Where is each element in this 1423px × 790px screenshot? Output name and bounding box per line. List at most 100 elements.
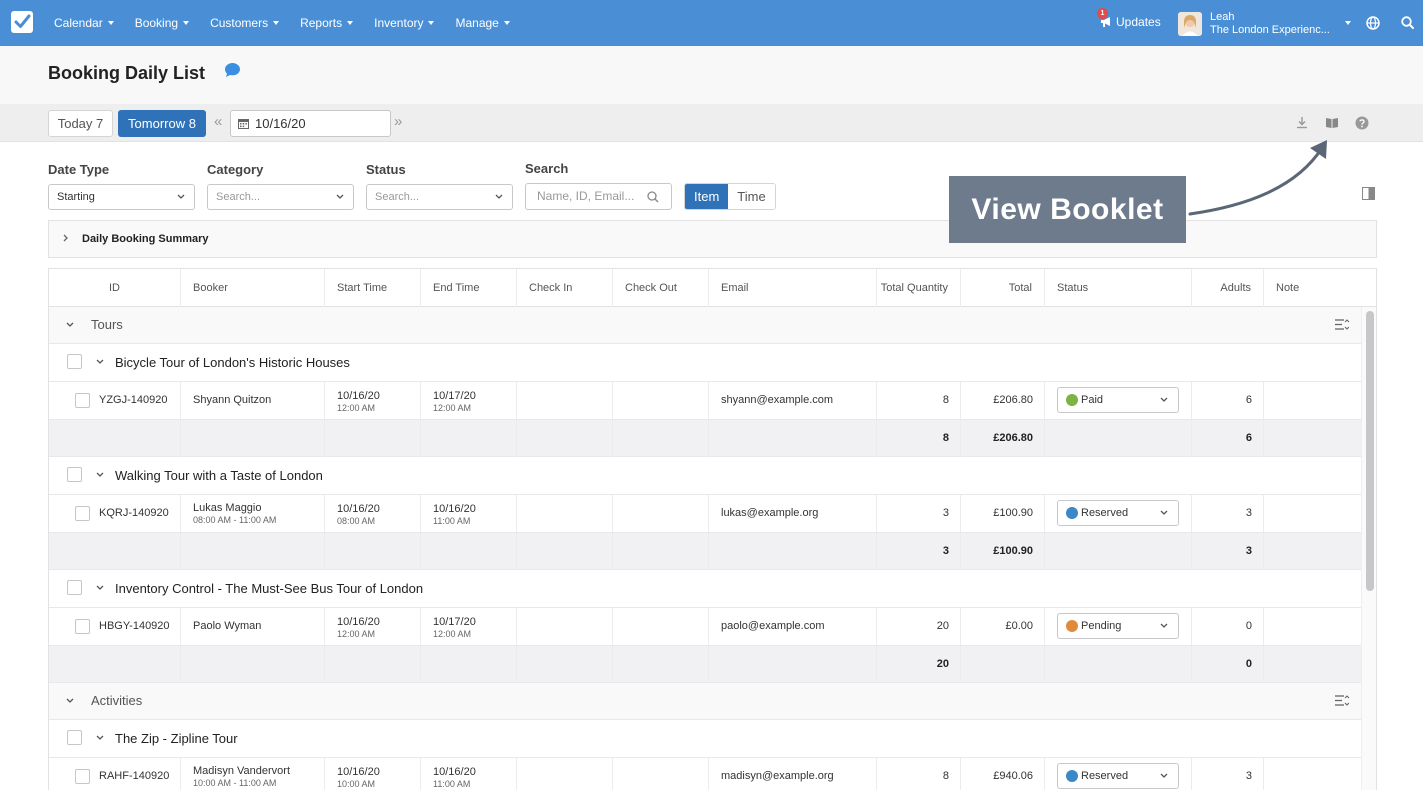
table-cell xyxy=(877,646,961,683)
table-scrollbar[interactable] xyxy=(1361,307,1376,790)
row-checkbox[interactable] xyxy=(75,769,90,784)
table-cell xyxy=(1045,646,1192,683)
date-picker-input[interactable]: 10/16/20 xyxy=(230,110,391,137)
col-id[interactable]: ID xyxy=(49,269,181,307)
booklet-icon[interactable] xyxy=(1325,116,1339,129)
download-icon[interactable] xyxy=(1296,116,1308,129)
item-checkbox[interactable] xyxy=(67,354,82,369)
table-cell xyxy=(1045,495,1192,532)
col-total[interactable]: Total xyxy=(961,269,1045,307)
chevron-down-icon[interactable] xyxy=(96,585,104,591)
col-adults[interactable]: Adults xyxy=(1192,269,1264,307)
caret-icon xyxy=(428,21,435,25)
row-checkbox[interactable] xyxy=(75,506,90,521)
table-row[interactable]: KQRJ-140920 Lukas Maggio 08:00 AM - 11:00 … xyxy=(49,495,1361,533)
table-cell xyxy=(709,495,877,532)
table-cell xyxy=(877,382,961,419)
prev-day-button[interactable]: « xyxy=(214,113,223,130)
table-cell xyxy=(325,533,421,570)
booker-name: Paolo Wyman xyxy=(193,620,262,632)
status-select[interactable]: Paid xyxy=(1057,387,1179,413)
start-time: 12:00 AM xyxy=(337,629,376,639)
chevron-down-icon[interactable] xyxy=(96,735,104,741)
status-select[interactable]: Search... xyxy=(366,184,513,210)
next-day-button[interactable]: » xyxy=(394,113,403,130)
tomorrow-button[interactable]: Tomorrow 8 xyxy=(118,110,206,137)
col-total-quantity[interactable]: Total Quantity xyxy=(877,269,961,307)
updates-link[interactable]: Updates xyxy=(1100,15,1161,29)
totals-quantity: 20 xyxy=(936,658,949,670)
user-caret-icon[interactable] xyxy=(1345,21,1351,25)
table-cell xyxy=(517,495,613,532)
chevron-down-icon[interactable] xyxy=(96,359,104,365)
chevron-down-icon[interactable] xyxy=(66,322,74,328)
totals-quantity: 3 xyxy=(942,545,949,557)
user-menu[interactable]: Leah The London Experienc... xyxy=(1210,11,1330,37)
item-row[interactable]: Walking Tour with a Taste of London xyxy=(49,457,1361,495)
avatar[interactable] xyxy=(1178,12,1202,36)
status-select[interactable]: Reserved xyxy=(1057,500,1179,526)
status-select[interactable]: Reserved xyxy=(1057,763,1179,789)
menu-inventory[interactable]: Inventory xyxy=(374,16,435,30)
item-checkbox[interactable] xyxy=(67,730,82,745)
updates-badge: 1 xyxy=(1097,8,1108,19)
group-row[interactable]: Tours xyxy=(49,307,1361,344)
col-note[interactable]: Note xyxy=(1276,282,1300,294)
col-check-out[interactable]: Check Out xyxy=(613,269,709,307)
menu-manage[interactable]: Manage xyxy=(455,16,510,30)
item-view-button[interactable]: Item xyxy=(685,184,729,209)
chat-bubble-icon[interactable] xyxy=(224,62,241,78)
list-settings-icon[interactable] xyxy=(1335,319,1349,330)
total: £0.00 xyxy=(1005,620,1033,632)
chevron-down-icon[interactable] xyxy=(66,698,74,704)
time-view-button[interactable]: Time xyxy=(728,184,775,209)
globe-icon[interactable] xyxy=(1366,16,1380,30)
status-label: Status xyxy=(366,162,406,177)
totals-adults: 3 xyxy=(1245,545,1252,557)
table-cell xyxy=(1192,758,1264,790)
menu-reports[interactable]: Reports xyxy=(300,16,354,30)
row-checkbox[interactable] xyxy=(75,619,90,634)
main-menu: Calendar Booking Customers Reports Inven… xyxy=(54,0,531,46)
scrollbar-thumb[interactable] xyxy=(1366,311,1374,591)
check-logo-icon[interactable] xyxy=(11,11,33,33)
col-check-in[interactable]: Check In xyxy=(517,269,613,307)
today-button[interactable]: Today 7 xyxy=(48,110,113,137)
item-checkbox[interactable] xyxy=(67,580,82,595)
table-cell xyxy=(613,646,709,683)
col-end-time[interactable]: End Time xyxy=(421,269,517,307)
status-dot xyxy=(1066,507,1078,519)
table-cell xyxy=(709,646,877,683)
search-icon[interactable] xyxy=(1401,16,1414,29)
col-status[interactable]: Status xyxy=(1045,269,1192,307)
help-icon[interactable] xyxy=(1355,116,1369,130)
columns-icon[interactable] xyxy=(1362,187,1375,200)
table-row[interactable]: YZGJ-140920 Shyann Quitzon 10/16/20 12:00 A… xyxy=(49,382,1361,420)
row-checkbox[interactable] xyxy=(75,393,90,408)
chevron-down-icon[interactable] xyxy=(96,472,104,478)
status-select[interactable]: Pending xyxy=(1057,613,1179,639)
menu-booking[interactable]: Booking xyxy=(135,16,190,30)
col-email[interactable]: Email xyxy=(709,269,877,307)
item-row[interactable]: The Zip - Zipline Tour xyxy=(49,720,1361,758)
group-row[interactable]: Activities xyxy=(49,683,1361,720)
table-row[interactable]: RAHF-140920 Madisyn Vandervort 10:00 AM - … xyxy=(49,758,1361,790)
search-input[interactable]: Name, ID, Email... xyxy=(525,183,672,210)
table-cell xyxy=(961,382,1045,419)
col-booker[interactable]: Booker xyxy=(181,269,325,307)
date-type-select[interactable]: Starting xyxy=(48,184,195,210)
table-cell xyxy=(421,420,517,457)
totals-row: 3 £100.90 3 xyxy=(49,533,1361,570)
item-row[interactable]: Bicycle Tour of London's Historic Houses xyxy=(49,344,1361,382)
item-row[interactable]: Inventory Control - The Must-See Bus Tou… xyxy=(49,570,1361,608)
category-select[interactable]: Search... xyxy=(207,184,354,210)
col-start-time[interactable]: Start Time xyxy=(325,269,421,307)
table-row[interactable]: HBGY-140920 Paolo Wyman 10/16/20 12:00 AM 10… xyxy=(49,608,1361,646)
date-type-label: Date Type xyxy=(48,162,110,177)
menu-customers[interactable]: Customers xyxy=(210,16,280,30)
item-checkbox[interactable] xyxy=(67,467,82,482)
menu-calendar[interactable]: Calendar xyxy=(54,16,114,30)
table-cell xyxy=(709,420,877,457)
table-cell xyxy=(1264,758,1361,790)
list-settings-icon[interactable] xyxy=(1335,695,1349,706)
